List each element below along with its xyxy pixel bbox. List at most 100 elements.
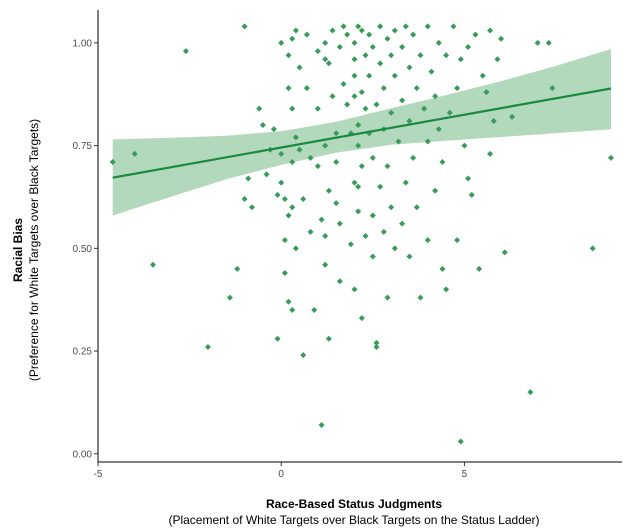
data-point-108	[384, 294, 391, 301]
data-point-89	[362, 233, 369, 239]
data-point-53	[322, 233, 329, 239]
y-tick-label-2: 0.50	[73, 244, 93, 255]
data-point-35	[292, 245, 299, 252]
data-point-11	[256, 105, 263, 112]
data-point-100	[377, 23, 384, 30]
data-point-114	[391, 245, 398, 252]
data-point-90	[366, 31, 373, 38]
data-point-24	[285, 52, 292, 59]
data-point-107	[384, 163, 391, 170]
data-point-21	[281, 196, 288, 203]
data-point-39	[300, 352, 307, 359]
data-point-6	[234, 265, 241, 272]
data-point-159	[490, 117, 497, 124]
data-point-3	[182, 48, 189, 55]
data-point-158	[487, 150, 494, 157]
data-point-122	[406, 117, 413, 124]
data-point-20	[278, 179, 285, 186]
data-point-72	[351, 39, 358, 46]
data-point-63	[336, 43, 343, 50]
data-point-163	[509, 113, 516, 120]
data-point-141	[443, 52, 450, 59]
data-point-5	[226, 294, 233, 301]
data-point-26	[285, 212, 292, 219]
data-point-112	[391, 27, 398, 34]
data-point-62	[333, 200, 340, 207]
data-point-168	[589, 245, 596, 252]
x-tick-label-0: -5	[94, 469, 103, 480]
data-point-81	[355, 183, 362, 190]
data-point-19	[278, 150, 285, 157]
data-point-51	[322, 56, 329, 63]
data-point-41	[303, 85, 310, 92]
data-point-28	[289, 35, 296, 42]
data-point-93	[369, 43, 376, 50]
data-point-169	[608, 154, 615, 161]
data-point-160	[494, 56, 501, 63]
x-tick-label-2: 5	[462, 469, 468, 480]
data-point-98	[373, 339, 380, 346]
data-point-134	[428, 68, 435, 75]
data-point-144	[450, 23, 457, 30]
data-point-101	[377, 60, 384, 67]
data-point-87	[362, 52, 369, 59]
data-point-111	[388, 204, 395, 211]
data-point-60	[333, 130, 340, 137]
data-point-4	[204, 343, 211, 350]
data-point-30	[289, 159, 296, 166]
data-point-47	[314, 163, 321, 170]
fit-line-layer	[112, 87, 612, 179]
data-point-117	[399, 97, 406, 104]
data-point-75	[351, 93, 358, 100]
data-point-136	[432, 187, 439, 194]
data-point-132	[424, 138, 431, 145]
data-point-96	[369, 253, 376, 260]
data-point-68	[344, 31, 351, 38]
data-point-16	[274, 191, 281, 198]
data-point-116	[399, 43, 406, 50]
data-point-34	[292, 134, 299, 141]
data-point-94	[369, 154, 376, 161]
data-point-115	[395, 138, 402, 145]
data-point-133	[424, 237, 431, 244]
data-point-37	[296, 146, 303, 153]
data-point-120	[402, 179, 409, 186]
data-point-12	[259, 122, 266, 129]
data-point-40	[303, 31, 310, 38]
data-point-128	[417, 52, 424, 59]
data-point-165	[534, 39, 541, 46]
data-point-161	[498, 35, 505, 42]
data-point-79	[355, 122, 362, 129]
data-point-66	[340, 23, 347, 30]
y-tick-label-4: 1.00	[73, 38, 93, 49]
data-point-80	[355, 142, 362, 149]
data-point-151	[465, 175, 472, 182]
data-point-1	[131, 150, 138, 157]
data-point-36	[296, 64, 303, 71]
data-point-86	[358, 315, 365, 322]
data-point-95	[369, 212, 376, 219]
data-point-135	[432, 93, 439, 100]
data-point-52	[322, 142, 329, 149]
data-point-166	[545, 39, 552, 46]
data-point-67	[340, 80, 347, 87]
data-point-142	[443, 286, 450, 293]
data-point-143	[446, 109, 453, 116]
data-point-110	[388, 109, 395, 116]
axes-layer: -5 0 5 0.00 0.25 0.50 0.75 1.00	[73, 10, 622, 480]
data-point-17	[274, 335, 281, 342]
data-point-167	[549, 85, 556, 92]
data-point-22	[281, 237, 288, 244]
data-point-156	[483, 89, 490, 96]
data-point-27	[285, 298, 292, 305]
data-point-129	[417, 294, 424, 301]
data-point-61	[333, 159, 340, 166]
data-point-99	[373, 343, 380, 350]
x-axis-subtitle: (Placement of White Targets over Black T…	[168, 513, 539, 527]
data-point-73	[351, 56, 358, 63]
data-point-85	[358, 163, 365, 170]
data-point-152	[468, 191, 475, 198]
data-point-43	[307, 228, 314, 235]
data-point-78	[355, 23, 362, 30]
